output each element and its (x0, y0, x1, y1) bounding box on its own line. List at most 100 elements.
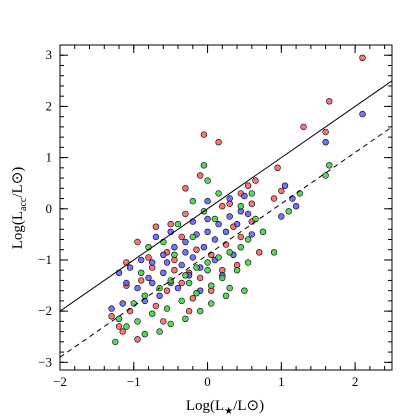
data-point (178, 297, 185, 305)
data-point (182, 210, 189, 218)
data-point (326, 162, 333, 169)
data-point (134, 238, 141, 246)
data-point (200, 244, 208, 251)
data-point (171, 251, 178, 259)
data-point (241, 192, 248, 200)
data-point (160, 318, 167, 325)
plot-marks (108, 54, 366, 346)
data-point (156, 292, 163, 299)
data-point (322, 128, 329, 136)
data-point (211, 236, 219, 243)
data-point (300, 123, 307, 131)
data-point (226, 284, 233, 292)
data-point (256, 249, 263, 256)
data-point (193, 290, 200, 297)
data-point (270, 195, 278, 202)
data-point (204, 177, 211, 184)
data-point (163, 287, 171, 294)
data-point (141, 331, 149, 338)
data-point (270, 249, 278, 256)
data-point (123, 323, 130, 330)
data-point (182, 272, 189, 279)
series-2 (112, 162, 333, 346)
data-point (244, 259, 252, 266)
data-point (167, 320, 174, 328)
data-point (274, 164, 281, 172)
data-point (138, 277, 145, 284)
y-tick-label: 0 (46, 201, 53, 216)
data-point (182, 185, 189, 192)
data-point (167, 220, 174, 228)
x-axis-label-sub: ★ (224, 406, 233, 417)
data-point (200, 162, 208, 169)
solid-fit-line (60, 80, 392, 312)
x-axis-label-tail: /L⊙) (233, 398, 264, 414)
data-point (285, 208, 292, 215)
data-point (226, 195, 233, 202)
data-point (149, 279, 156, 287)
data-point (248, 190, 256, 197)
data-point (174, 284, 182, 292)
data-point (167, 277, 174, 284)
data-point (138, 256, 145, 264)
data-point (233, 267, 241, 274)
data-point (237, 233, 245, 241)
data-point (119, 300, 126, 307)
data-point (322, 172, 329, 179)
data-point (112, 338, 119, 346)
data-point (182, 238, 189, 246)
y-tick-label: −3 (38, 354, 52, 369)
data-point (138, 269, 145, 276)
data-point (244, 236, 252, 243)
data-point (182, 315, 189, 322)
data-point (189, 254, 197, 261)
data-point (134, 284, 141, 292)
data-point (215, 190, 222, 197)
data-point (215, 220, 222, 228)
data-point (278, 187, 285, 195)
x-tick-label: 2 (352, 374, 359, 389)
data-point (215, 254, 222, 261)
y-tick-label: 3 (46, 47, 53, 62)
data-point (149, 259, 156, 266)
data-point (115, 315, 123, 322)
data-point (160, 269, 167, 276)
data-point (189, 197, 197, 205)
data-point (193, 246, 200, 253)
data-point (123, 279, 130, 287)
data-point (178, 233, 185, 241)
data-point (219, 274, 226, 282)
data-point (152, 233, 160, 241)
y-tick-label: −1 (38, 252, 52, 267)
data-point (226, 249, 233, 256)
data-point (189, 295, 197, 302)
data-point (241, 287, 248, 294)
data-point (152, 223, 160, 230)
data-point (134, 336, 141, 343)
data-point (160, 251, 167, 259)
data-point (204, 259, 211, 266)
y-tick-label: 2 (46, 98, 53, 113)
x-axis-label: Log(L★/L⊙) (186, 398, 264, 417)
data-point (208, 282, 215, 289)
y-axis-label-tail: /L⊙) (10, 167, 26, 198)
data-point (226, 213, 233, 220)
data-point (115, 323, 123, 330)
data-point (281, 182, 289, 189)
y-tick-label: 1 (46, 150, 53, 165)
data-point (145, 254, 152, 261)
data-point (248, 200, 256, 207)
data-point (189, 233, 197, 241)
data-point (259, 228, 267, 236)
data-point (171, 244, 178, 251)
data-point (178, 279, 185, 287)
data-point (359, 54, 366, 61)
data-point (211, 215, 219, 223)
data-point (152, 302, 160, 310)
x-tick-label: 1 (278, 374, 285, 389)
data-point (252, 177, 259, 184)
data-point (149, 310, 156, 317)
data-point (174, 220, 182, 228)
data-point (197, 274, 204, 282)
